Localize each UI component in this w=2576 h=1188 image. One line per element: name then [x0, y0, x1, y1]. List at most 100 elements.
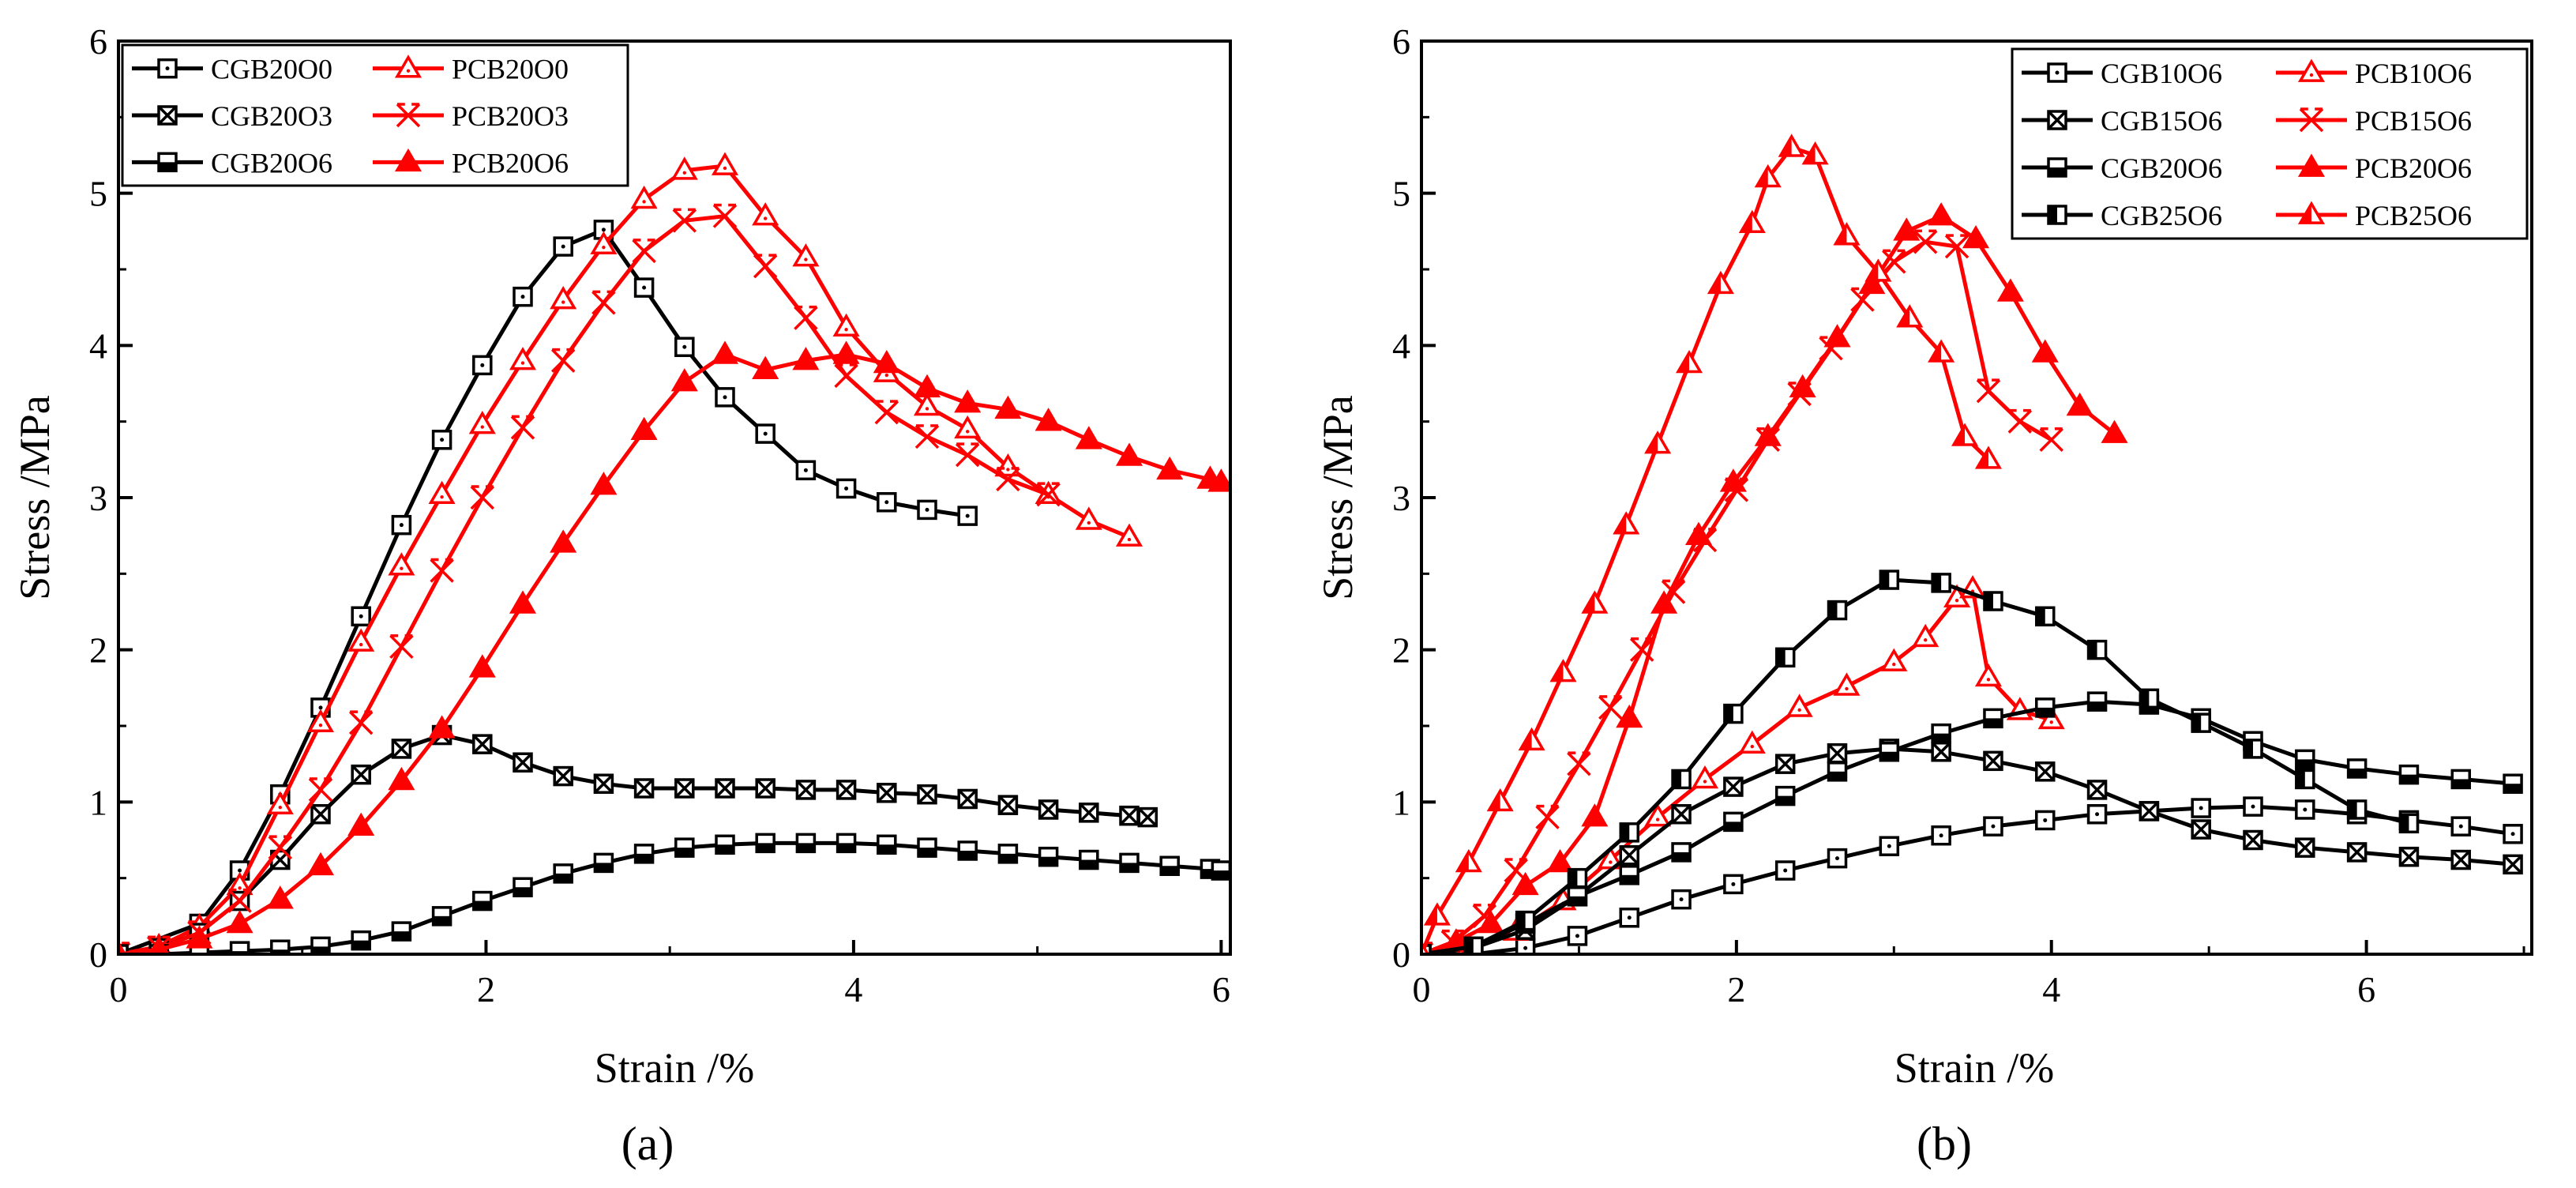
- data-point-pcb25o6: [1455, 848, 1482, 873]
- data-point-cgb20o0: [957, 506, 978, 526]
- data-point-pcb20o0: [1115, 523, 1143, 547]
- data-point-cgb20o6: [633, 844, 655, 864]
- data-point-cgb25o6: [2295, 769, 2315, 790]
- data-point-pcb20o6: [226, 909, 253, 934]
- data-point-pcb25o6: [1518, 727, 1545, 751]
- data-point-cgb20o0: [836, 478, 857, 499]
- data-point-cgb25o6: [2139, 688, 2160, 709]
- y-tick-label-b: 6: [1392, 21, 1410, 62]
- series-pcb20o6-a: [117, 340, 1232, 954]
- data-point-cgb20o6: [229, 941, 250, 954]
- legend-entry-cgb20o0-a: CGB20O0: [132, 54, 332, 85]
- y-tick-label-a: 2: [89, 630, 107, 671]
- data-point-pcb25o6: [1864, 258, 1892, 282]
- data-point-pcb20o3: [955, 442, 980, 468]
- data-point-pcb20o0: [347, 628, 375, 652]
- data-point-pcb25o6: [1754, 164, 1782, 188]
- data-point-pcb25o6: [1581, 590, 1609, 614]
- data-point-pcb20o6: [752, 355, 779, 379]
- data-point-cgb15o6: [1671, 803, 1692, 825]
- data-point-pcb20o3: [672, 208, 697, 233]
- legend-entry-cgb20o6-a: CGB20O6: [132, 147, 332, 179]
- legend-label: CGB20O0: [211, 54, 332, 85]
- data-point-cgb15o6: [1619, 845, 1640, 866]
- data-point-cgb10o6: [2295, 799, 2315, 820]
- data-point-pcb20o6: [1650, 590, 1678, 614]
- data-point-pcb15o6: [1567, 751, 1591, 776]
- series-pcb20o3-a: [117, 203, 1061, 954]
- data-point-cgb25o6: [1619, 822, 1640, 843]
- data-point-cgb15o6: [1931, 742, 1951, 762]
- data-point-pcb10o6: [2037, 705, 2065, 730]
- data-point-pcb10o6: [1738, 730, 1766, 754]
- y-tick-label-b: 1: [1392, 782, 1410, 822]
- series-cgb20o6-b: [1420, 691, 2523, 954]
- y-tick-label-a: 5: [89, 174, 107, 214]
- legend-entry-pcb10o6-b: PCB10O6: [2276, 58, 2472, 89]
- data-point-cgb20o0: [513, 286, 533, 307]
- legend-label: CGB20O3: [211, 100, 332, 132]
- data-point-pcb20o3: [550, 348, 576, 373]
- data-point-pcb20o0: [509, 347, 537, 370]
- data-point-pcb20o6: [1996, 278, 2024, 302]
- data-point-pcb20o3: [632, 239, 656, 264]
- data-point-cgb20o6: [2450, 769, 2472, 790]
- data-point-cgb15o6: [2035, 761, 2056, 782]
- data-point-pcb20o3: [753, 254, 778, 279]
- data-point-cgb15o6: [1723, 776, 1744, 797]
- legend-label: PCB20O6: [2355, 152, 2472, 184]
- data-point-pcb15o6: [1598, 695, 1623, 720]
- data-point-cgb25o6: [2346, 799, 2368, 820]
- data-point-cgb20o3: [877, 783, 897, 803]
- data-point-pcb25o6: [1675, 349, 1703, 374]
- data-point-cgb10o6: [2243, 796, 2263, 817]
- data-point-cgb15o6: [1983, 750, 2003, 772]
- data-point-cgb20o0: [351, 606, 371, 627]
- data-point-cgb15o6: [1827, 742, 1848, 764]
- series-line-cgb10o6-b: [1421, 804, 2514, 954]
- data-point-pcb25o6: [1951, 423, 1979, 446]
- data-point-cgb20o3: [553, 765, 573, 787]
- axis-ticks-a: 0 2 4 6 0 1 2 3 4 5 6: [89, 21, 1230, 1009]
- data-point-cgb20o6: [795, 833, 817, 854]
- data-point-cgb20o6: [431, 906, 452, 927]
- data-point-pcb20o0: [792, 243, 820, 267]
- data-point-pcb15o6: [2039, 427, 2063, 453]
- data-point-pcb20o6: [1207, 468, 1232, 492]
- data-point-pcb20o3: [308, 777, 333, 803]
- data-point-pcb25o6: [1549, 659, 1577, 682]
- data-point-cgb20o6: [1827, 761, 1848, 782]
- data-point-pcb20o0: [752, 202, 779, 226]
- series-cgb15o6-b: [1420, 739, 2523, 954]
- data-point-pcb20o6: [1719, 468, 1747, 492]
- data-point-pcb20o6: [1477, 909, 1504, 934]
- data-point-pcb20o6: [1789, 374, 1816, 398]
- x-tick-label-b: 0: [1413, 969, 1431, 1009]
- data-point-cgb15o6: [2191, 819, 2211, 840]
- data-point-cgb20o6: [1619, 865, 1640, 885]
- legend-marker-pcb20o6: [2297, 153, 2326, 177]
- data-point-cgb20o3: [1079, 803, 1099, 823]
- data-point-pcb20o6: [590, 472, 618, 495]
- data-point-cgb10o6: [1723, 874, 1744, 895]
- series-pcb25o6-b: [1420, 133, 2002, 954]
- legend-label: CGB15O6: [2101, 105, 2222, 137]
- data-point-cgb20o6: [1723, 811, 1744, 833]
- legend-entry-pcb20o0-a: PCB20O0: [373, 54, 569, 85]
- data-point-cgb20o3: [310, 803, 331, 825]
- data-point-pcb20o6: [306, 852, 335, 876]
- data-point-pcb20o0: [388, 552, 415, 576]
- legend-entry-pcb25o6-b: PCB25O6: [2276, 200, 2472, 231]
- data-point-cgb25o6: [1879, 570, 1900, 590]
- data-point-pcb15o6: [1535, 804, 1560, 829]
- data-point-cgb10o6: [1619, 908, 1640, 928]
- data-point-cgb15o6: [2346, 842, 2368, 863]
- data-point-pcb25o6: [1801, 141, 1829, 165]
- data-point-pcb15o6: [1944, 234, 1970, 259]
- data-point-cgb15o6: [2243, 829, 2263, 851]
- data-point-cgb10o6: [1774, 860, 1796, 881]
- data-point-pcb20o6: [1754, 423, 1782, 446]
- x-tick-label-a: 0: [110, 969, 128, 1009]
- series-pcb20o6-b: [1420, 202, 2128, 954]
